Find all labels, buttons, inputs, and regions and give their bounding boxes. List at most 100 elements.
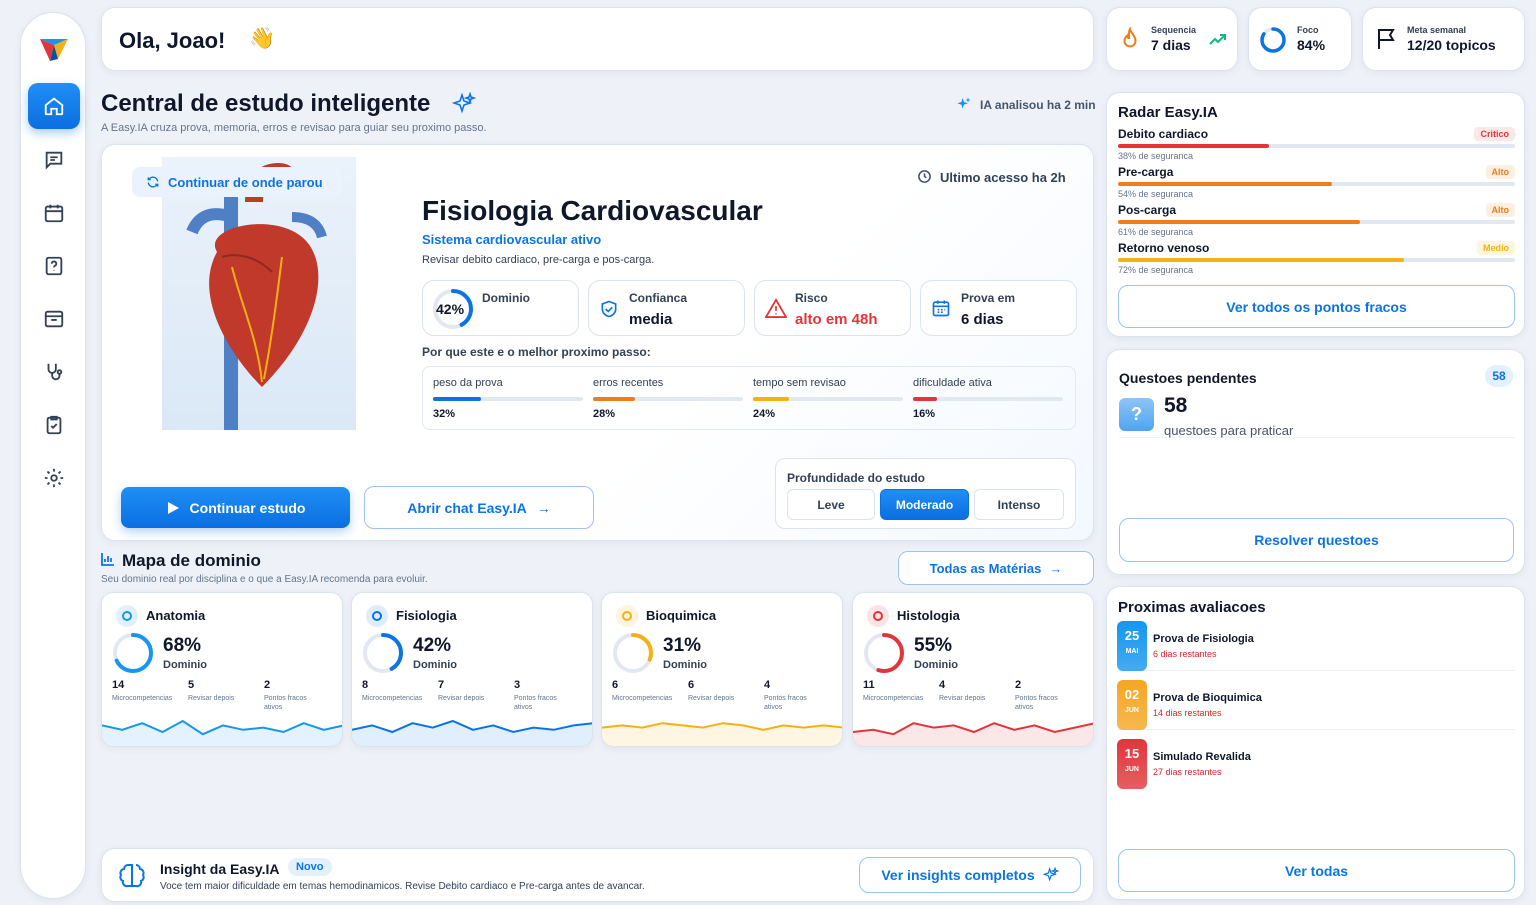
sidebar-item-settings[interactable]: [28, 455, 80, 501]
open-chat-button[interactable]: Abrir chat Easy.IA →: [364, 486, 594, 529]
subject-trend-sparkline: [602, 722, 842, 746]
evaluation-day: 15: [1124, 746, 1140, 761]
brain-icon: [119, 864, 145, 888]
page-title: Central de estudo inteligente: [101, 90, 431, 117]
sparkle-icon: [1042, 867, 1059, 882]
stat-focus[interactable]: Foco 84%: [1248, 7, 1352, 71]
radar-item[interactable]: Debito cardiaco Critico 38% de seguranca: [1118, 127, 1515, 163]
depth-option-moderado[interactable]: Moderado: [880, 489, 969, 520]
factor-bar: [433, 397, 481, 401]
heart-pulse-icon: [366, 605, 388, 627]
topic-title: Fisiologia Cardiovascular: [422, 195, 763, 226]
subject-micro-label: Microcompetencias: [612, 695, 673, 702]
subject-weak-label: Pontos fracos ativos: [264, 695, 307, 711]
clock-icon: [918, 170, 931, 183]
metric-dominio: 42% Dominio: [422, 280, 579, 336]
factor: erros recentes 28%: [593, 377, 743, 420]
metric-label: Confianca: [629, 291, 688, 305]
evaluation-date-badge: 02 JUN: [1117, 680, 1147, 730]
chat-icon: [45, 151, 63, 170]
evaluations-card: Proximas avaliacoes Ver todas: [1106, 586, 1525, 900]
evaluation-day: 25: [1124, 628, 1140, 643]
subject-domain-ring: [363, 633, 403, 673]
all-subjects-button[interactable]: Todas as Matérias →: [898, 551, 1094, 585]
subject-card-fisiologia[interactable]: Fisiologia 42% Dominio 8 Microcompetencias 7 R…: [351, 592, 593, 747]
stat-label: Foco: [1297, 25, 1319, 35]
pending-label: questoes para praticar: [1164, 423, 1294, 438]
factor-label: peso da prova: [433, 377, 503, 389]
solve-questions-button[interactable]: Resolver questoes: [1119, 518, 1514, 562]
factor-value: 24%: [753, 408, 776, 420]
continue-study-button[interactable]: Continuar estudo: [121, 487, 350, 528]
evaluation-title: Prova de Bioquimica: [1153, 692, 1262, 704]
hero-card: Continuar de onde parou Ultimo acesso ha…: [101, 144, 1094, 541]
evaluation-item[interactable]: 25 MAI Prova de Fisiologia 6 dias restantes: [1117, 621, 1515, 671]
subject-domain-ring: [864, 633, 904, 673]
evaluation-month: JUN: [1124, 766, 1139, 773]
subject-review-label: Revisar depois: [688, 695, 735, 702]
sidebar-item-archive[interactable]: [28, 296, 80, 342]
evaluation-item[interactable]: 02 JUN Prova de Bioquimica 14 dias restante…: [1117, 680, 1515, 730]
subject-card-bioquimica[interactable]: Bioquimica 31% Dominio 6 Microcompetencias 6 R…: [601, 592, 843, 747]
radar-item-bar: [1118, 220, 1361, 224]
sidebar-item-clinical[interactable]: [28, 349, 80, 395]
evaluation-item[interactable]: 15 JUN Simulado Revalida 27 dias restantes: [1117, 739, 1515, 789]
sparkle-icon: [452, 92, 476, 114]
continue-tag[interactable]: Continuar de onde parou: [132, 167, 342, 197]
subject-micro-label: Microcompetencias: [362, 695, 423, 702]
subject-domain-label: Dominio: [163, 659, 207, 671]
evaluation-date-badge: 15 JUN: [1117, 739, 1147, 789]
subject-card-histologia[interactable]: Histologia 55% Dominio 11 Microcompetencias 4…: [852, 592, 1094, 747]
depth-option-label: Intenso: [997, 497, 1041, 512]
heart-image: [162, 157, 356, 432]
factor: dificuldade ativa 16%: [913, 377, 1063, 420]
stat-weekly-goal[interactable]: Meta semanal 12/20 topicos: [1362, 7, 1525, 71]
subject-review-count: 4: [939, 679, 946, 691]
stat-value: 7 dias: [1151, 37, 1191, 53]
calendar-icon: [932, 300, 950, 317]
stat-streak[interactable]: Sequencia 7 dias: [1106, 7, 1238, 71]
app-logo[interactable]: [36, 31, 72, 67]
weak-points-button[interactable]: Ver todos os pontos fracos: [1118, 285, 1515, 328]
subject-name: Histologia: [897, 608, 960, 623]
open-chat-label: Abrir chat Easy.IA: [407, 499, 527, 516]
subject-pct: 55%: [914, 635, 953, 656]
subject-pct: 68%: [163, 635, 202, 656]
radar-item[interactable]: Retorno venoso Medio 72% de seguranca: [1118, 241, 1515, 277]
insights-button[interactable]: Ver insights completos: [859, 857, 1081, 893]
page-subtitle: A Easy.IA cruza prova, memoria, erros e …: [101, 122, 487, 134]
radar-item[interactable]: Pre-carga Alto 54% de seguranca: [1118, 165, 1515, 201]
subject-weak-label: Pontos fracos ativos: [764, 695, 807, 711]
sidebar-item-chat[interactable]: [28, 137, 80, 183]
radar-item-label: Retorno venoso: [1118, 241, 1210, 255]
evaluation-remaining: 14 dias restantes: [1153, 708, 1222, 718]
subject-card-anatomia[interactable]: Anatomia 68% Dominio 14 Microcompetencias 5 Re…: [101, 592, 343, 747]
sidebar-item-home[interactable]: [28, 83, 80, 129]
factor-label: tempo sem revisao: [753, 377, 846, 389]
pending-title: Questoes pendentes: [1119, 370, 1257, 386]
depth-option-leve[interactable]: Leve: [787, 489, 875, 520]
factor-bar: [753, 397, 789, 401]
factor-label: dificuldade ativa: [913, 377, 992, 389]
insight-title: Insight da Easy.IA: [160, 861, 280, 877]
evaluation-title: Simulado Revalida: [1153, 751, 1251, 763]
factor-bar: [593, 397, 635, 401]
radar-item[interactable]: Pos-carga Alto 61% de seguranca: [1118, 203, 1515, 239]
sidebar-item-questions[interactable]: [28, 243, 80, 289]
subject-name: Fisiologia: [396, 608, 457, 623]
sidebar-item-calendar[interactable]: [28, 190, 80, 236]
trend-up-icon: [1209, 34, 1226, 45]
radar-item-sub: 61% de seguranca: [1118, 227, 1194, 237]
radar-item-badge: Alto: [1485, 203, 1515, 217]
depth-option-intenso[interactable]: Intenso: [974, 489, 1064, 520]
subject-review-count: 7: [438, 679, 445, 691]
radar-item-bar: [1118, 258, 1404, 262]
subject-review-label: Revisar depois: [438, 695, 485, 702]
subject-weak-count: 2: [1015, 679, 1022, 691]
evaluation-remaining: 6 dias restantes: [1153, 649, 1217, 659]
view-all-evaluations-button[interactable]: Ver todas: [1118, 849, 1515, 892]
radar-item-bar: [1118, 182, 1333, 186]
sidebar-item-tasks[interactable]: [28, 402, 80, 448]
radar-item-label: Pos-carga: [1118, 203, 1177, 217]
clipboard-check-icon: [46, 415, 62, 435]
